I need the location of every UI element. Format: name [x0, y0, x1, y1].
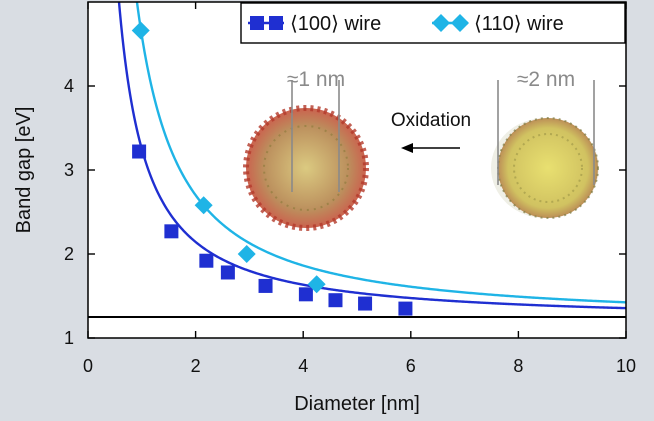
- data-point-diamond: [307, 275, 326, 294]
- data-point-square: [358, 296, 373, 311]
- y-tick-label: 3: [64, 160, 74, 180]
- data-point-diamond: [194, 196, 213, 215]
- oxidation-arrow: [401, 143, 460, 153]
- scale-bracket-2nm: [497, 80, 595, 185]
- data-point-diamond: [237, 245, 256, 263]
- x-tick-label: 4: [298, 356, 308, 376]
- legend-box: [240, 2, 626, 44]
- nanowire-image: [491, 117, 599, 219]
- data-point-square: [199, 253, 214, 268]
- legend-marker: [432, 14, 450, 32]
- x-tick-label: 8: [513, 356, 523, 376]
- data-point-square: [220, 265, 235, 280]
- scale-label-1nm: ≈1 nm: [287, 68, 345, 91]
- legend-marker: [269, 16, 283, 30]
- x-axis-label: Diameter [nm]: [294, 393, 420, 415]
- x-tick-label: 0: [83, 356, 93, 376]
- y-tick-label: 2: [64, 244, 74, 264]
- fit-curve-110: [135, 2, 626, 304]
- legend-marker: [451, 14, 469, 32]
- data-point-square: [164, 224, 179, 239]
- legend: ⟨100⟩ wire ⟨110⟩ wire: [240, 2, 626, 44]
- data-point-square: [298, 287, 313, 302]
- data-point-square: [398, 301, 413, 316]
- fit-curve-100: [117, 2, 626, 310]
- oxidation-label: Oxidation: [391, 110, 471, 131]
- x-tick-label: 6: [406, 356, 416, 376]
- y-tick-label: 1: [64, 328, 74, 348]
- legend-label: ⟨110⟩ wire: [474, 13, 564, 35]
- data-point-diamond: [131, 21, 150, 40]
- legend-label: ⟨100⟩ wire: [290, 13, 381, 35]
- legend-marker: [250, 16, 264, 30]
- x-tick-label: 10: [616, 356, 636, 376]
- data-point-square: [328, 293, 343, 308]
- data-point-square: [132, 144, 147, 159]
- oxidized-nanowire-image: [243, 105, 369, 231]
- scale-label-2nm: ≈2 nm: [517, 68, 575, 91]
- data-point-square: [258, 278, 273, 293]
- scale-bracket-1nm: [291, 80, 340, 192]
- x-tick-label: 2: [191, 356, 201, 376]
- y-axis-label: Band gap [eV]: [13, 107, 35, 234]
- y-tick-label: 4: [64, 76, 74, 96]
